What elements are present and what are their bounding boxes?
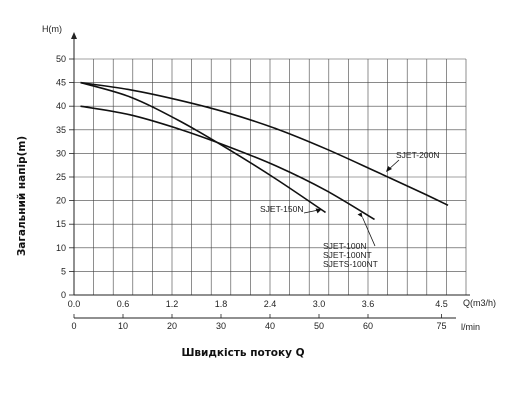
leader-arrow [357,212,363,218]
x2-tick-label: 75 [436,321,446,331]
y-tick-label: 0 [61,290,66,300]
x-tick-label: 0.0 [68,299,81,309]
x2-tick-label: 30 [216,321,226,331]
y-tick-label: 30 [56,148,66,158]
y-axis-unit: H(m) [42,24,62,34]
y-tick-labels: 0 5 10 15 20 25 30 35 40 45 50 [56,54,66,300]
y-tick-label: 40 [56,101,66,111]
series-curve [80,81,326,214]
x-axis-unit: Q(m3/h) [463,298,496,308]
y-axis-arrow [71,32,77,39]
x2-tick-label: 40 [265,321,275,331]
grid [73,58,467,296]
y-tick-label: 15 [56,219,66,229]
y-tick-label: 25 [56,172,66,182]
x-tick-label: 2.4 [264,299,277,309]
y-axis-label: Загальний напір(m) [16,136,28,256]
axes [69,32,470,319]
x-tick-label: 1.2 [166,299,179,309]
x2-tick-label: 60 [363,321,373,331]
x-tick-labels: 0.0 0.6 1.2 1.8 2.4 3.0 3.6 4.5 [68,299,448,309]
x2-tick-label: 0 [71,321,76,331]
y-tick-label: 35 [56,125,66,135]
x-tick-label: 1.8 [215,299,228,309]
series-label-sjet-100n: SJET-100NT [323,250,372,260]
x2-tick-label: 50 [314,321,324,331]
x2-axis-unit: l/min [461,322,480,332]
x-axis-label: Швидкість потоку Q [181,347,304,359]
leader-arrow [315,208,322,214]
x2-tick-label: 10 [118,321,128,331]
y-tick-label: 45 [56,78,66,88]
leader-arrow [386,166,392,172]
x-tick-label: 3.0 [313,299,326,309]
x-tick-label: 3.6 [362,299,375,309]
series-label-sjet-100n: SJET-100N [323,241,366,251]
series-label-sjet-100n: SJETS-100NT [323,259,378,269]
y-tick-label: 5 [61,266,66,276]
y-tick-label: 20 [56,196,66,206]
x2-tick-labels: 0 10 20 30 40 50 60 75 [71,321,446,331]
series-curve [80,105,375,221]
series-curves [80,81,449,221]
series-label-sjet-150n: SJET-150N [260,204,303,214]
y-tick-label: 50 [56,54,66,64]
leader-line [362,217,376,247]
y-tick-label: 10 [56,243,66,253]
series-curve [80,81,449,207]
series-label-sjet-200n: SJET-200N [396,150,439,160]
x2-tick-label: 20 [167,321,177,331]
x-tick-label: 4.5 [435,299,448,309]
x-tick-label: 0.6 [117,299,130,309]
